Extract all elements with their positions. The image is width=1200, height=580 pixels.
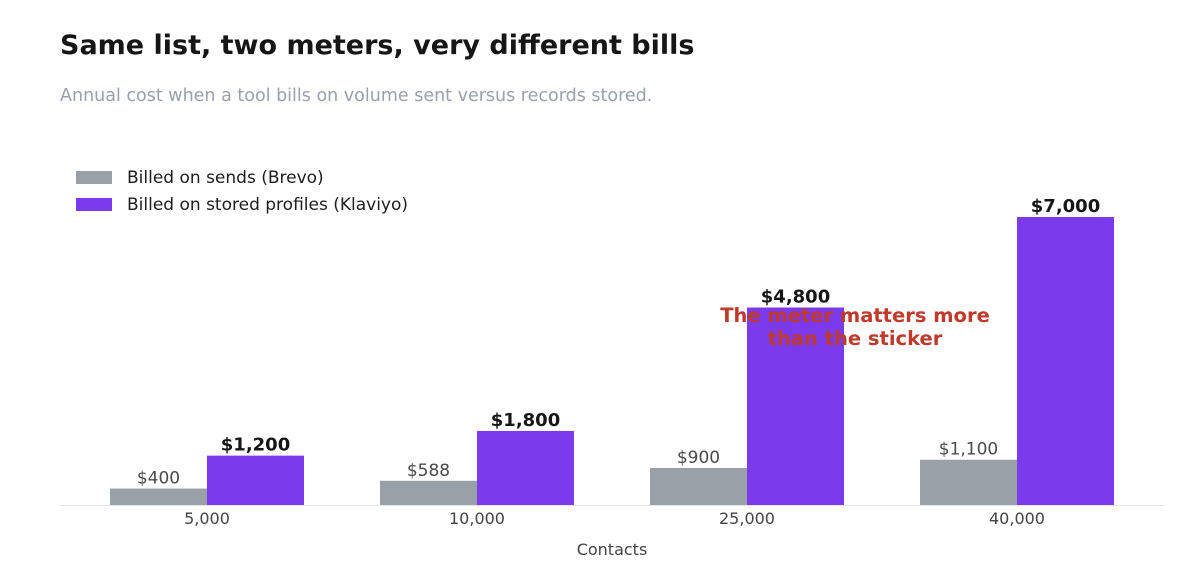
- bar-profiles-1: [207, 455, 304, 505]
- x-axis-label: Contacts: [577, 540, 648, 559]
- bar-profiles-2: [477, 430, 574, 505]
- legend-label-sends: Billed on sends (Brevo): [127, 167, 324, 188]
- annotation-line-2: than the sticker: [768, 327, 943, 350]
- data-label-sends-1: $400: [137, 469, 180, 489]
- data-label-sends-4: $1,100: [939, 440, 998, 460]
- x-tick-label-1: 5,000: [184, 509, 230, 528]
- legend-item-profiles: Billed on stored profiles (Klaviyo): [76, 191, 408, 218]
- data-label-profiles-2: $1,800: [491, 410, 560, 431]
- data-label-profiles-3: $4,800: [761, 287, 830, 308]
- annotation-line-1: The meter matters more: [720, 304, 990, 327]
- legend-label-profiles: Billed on stored profiles (Klaviyo): [127, 194, 409, 215]
- bar-profiles-4: [1017, 217, 1114, 505]
- bar-sends-1: [110, 488, 207, 505]
- data-label-profiles-4: $7,000: [1031, 196, 1100, 217]
- x-tick-label-2: 10,000: [449, 509, 505, 528]
- legend-swatch-profiles: [76, 198, 112, 211]
- chart-subtitle: Annual cost when a tool bills on volume …: [60, 86, 653, 106]
- chart-legend: Billed on sends (Brevo) Billed on stored…: [76, 164, 408, 218]
- x-tick-label-3: 25,000: [719, 509, 775, 528]
- data-label-profiles-1: $1,200: [221, 435, 290, 456]
- bar-sends-3: [650, 467, 747, 505]
- bar-sends-4: [920, 459, 1017, 505]
- chart-title: Same list, two meters, very different bi…: [60, 30, 695, 61]
- bar-profiles-3: [747, 307, 844, 505]
- data-label-sends-3: $900: [677, 448, 720, 468]
- bar-sends-2: [380, 480, 477, 505]
- x-tick-label-4: 40,000: [989, 509, 1045, 528]
- legend-swatch-sends: [76, 171, 112, 184]
- legend-item-sends: Billed on sends (Brevo): [76, 164, 408, 191]
- data-label-sends-2: $588: [407, 461, 450, 481]
